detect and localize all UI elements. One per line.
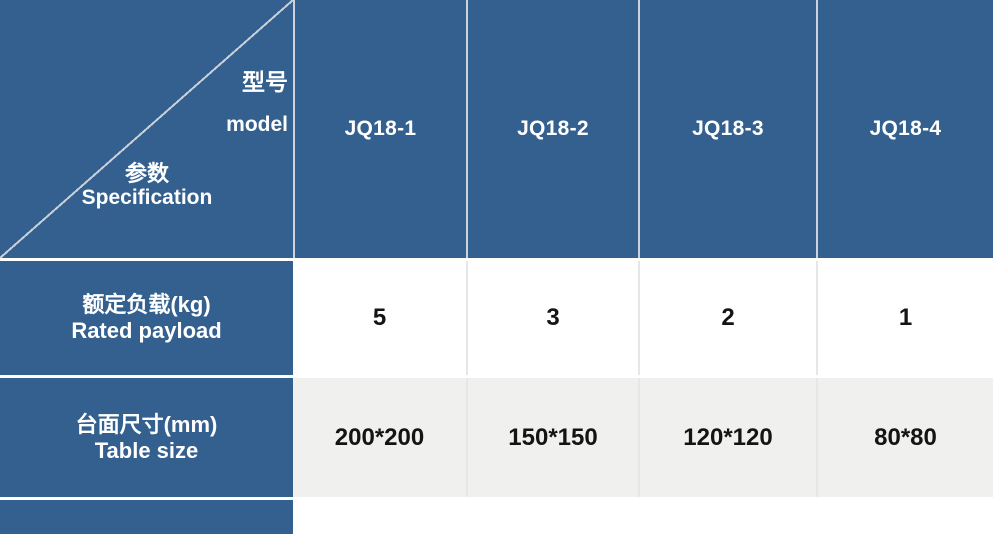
column-header-jq18-3: JQ18-3: [638, 0, 816, 258]
column-header-jq18-2: JQ18-2: [466, 0, 638, 258]
column-header-jq18-1: JQ18-1: [293, 0, 466, 258]
row-label-en: Table size: [94, 437, 199, 463]
cell-rated-payload-jq18-2: 3: [466, 261, 638, 375]
row-label-cn: 额定负载(kg): [82, 292, 211, 317]
cell-table-size-jq18-3: 120*120: [638, 378, 816, 497]
corner-model-label-en: model: [226, 113, 288, 136]
cell-rated-payload-jq18-4: 1: [816, 261, 993, 375]
cell-partial-2: [466, 500, 638, 534]
row-label-partial: [0, 500, 293, 534]
row-label-en: Rated payload: [71, 318, 222, 343]
column-header-jq18-4: JQ18-4: [816, 0, 993, 258]
row-label-table-size: 台面尺寸(mm) Table size: [0, 378, 293, 497]
cell-partial-1: [293, 500, 466, 534]
cell-table-size-jq18-2: 150*150: [466, 378, 638, 497]
row-label-cn: 台面尺寸(mm): [75, 411, 218, 437]
corner-cell: 型号 model 参数 Specification: [0, 0, 293, 258]
cell-table-size-jq18-4: 80*80: [816, 378, 993, 497]
corner-spec-group: 参数 Specification: [47, 161, 247, 210]
corner-spec-label-cn: 参数: [124, 161, 169, 186]
corner-model-group: 型号 model: [226, 70, 288, 136]
cell-rated-payload-jq18-3: 2: [638, 261, 816, 375]
table-row-partial: [0, 500, 993, 534]
diagonal-divider-line: [0, 0, 293, 258]
row-label-rated-payload: 额定负载(kg) Rated payload: [0, 261, 293, 375]
corner-model-label-cn: 型号: [242, 69, 288, 95]
header-row: 型号 model 参数 Specification JQ18-1 JQ18-2 …: [0, 0, 993, 258]
cell-partial-4: [816, 500, 993, 534]
cell-rated-payload-jq18-1: 5: [293, 261, 466, 375]
table-row-rated-payload: 额定负载(kg) Rated payload 5 3 2 1: [0, 261, 993, 375]
table-row-table-size: 台面尺寸(mm) Table size 200*200 150*150 120*…: [0, 378, 993, 497]
cell-partial-3: [638, 500, 816, 534]
cell-table-size-jq18-1: 200*200: [293, 378, 466, 497]
corner-spec-label-en: Specification: [81, 186, 213, 209]
